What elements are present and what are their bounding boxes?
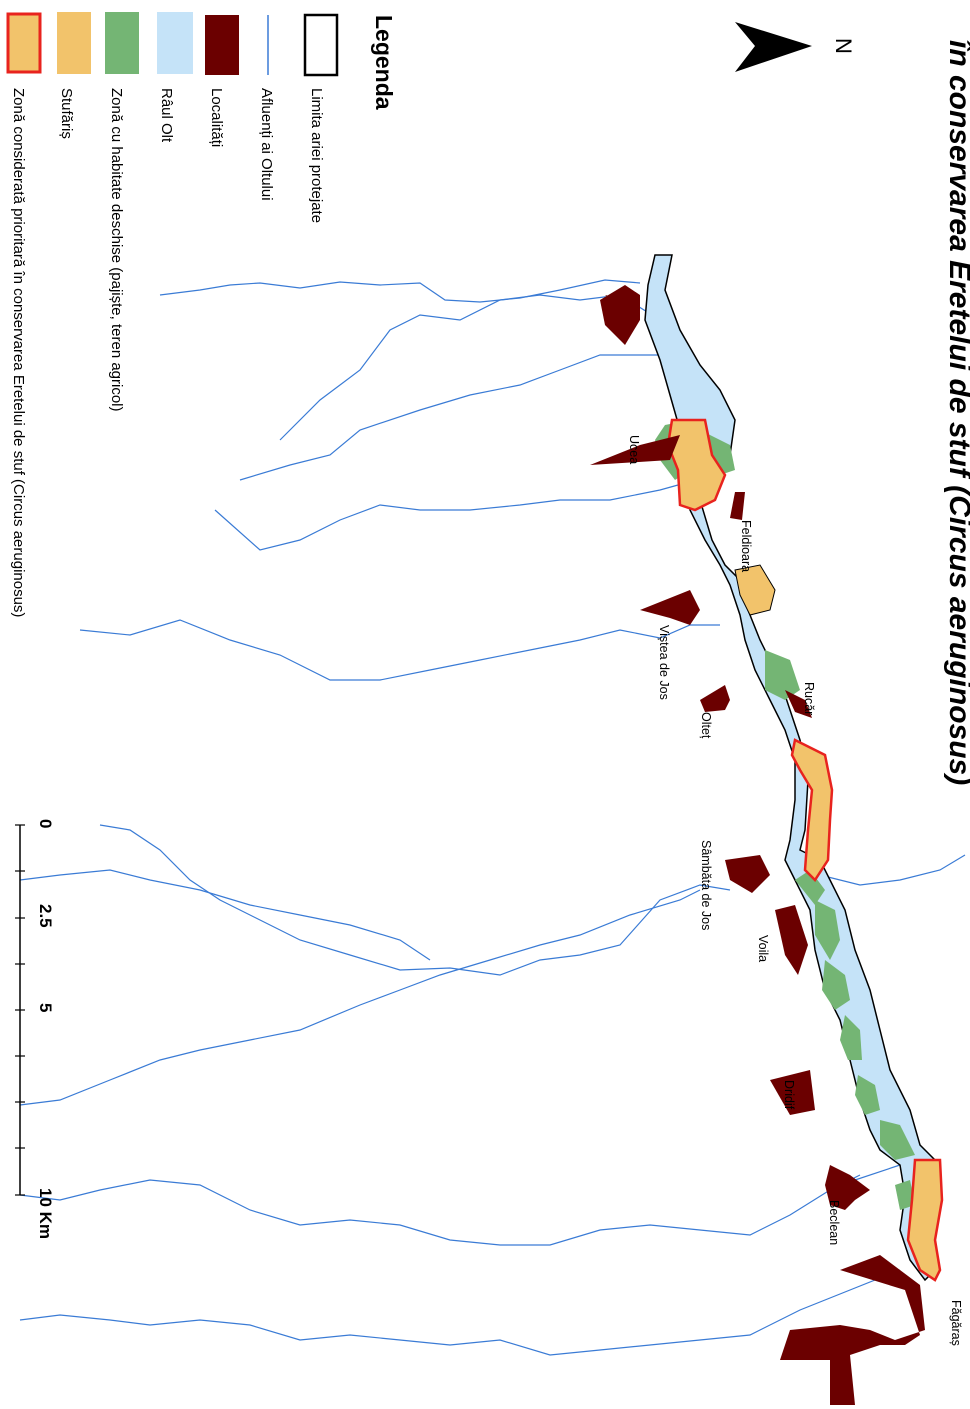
localities [590, 285, 925, 1405]
legend-localities-swatch [205, 15, 239, 75]
legend-priority-swatch [6, 12, 42, 74]
legend-priority-label: Zonă considerată prioritară în conservar… [10, 88, 27, 617]
label-sambata-de-jos: Sâmbăta de Jos [699, 840, 713, 930]
label-voila: Voila [756, 935, 770, 962]
legend: Legenda Limita ariei protejate Afluenți … [6, 12, 397, 617]
scale-bar: 0 2.5 5 10 Km [15, 819, 55, 1239]
reed-areas [734, 564, 776, 616]
label-beclean: Beclean [827, 1200, 841, 1245]
legend-protected-area-label: Limita ariei protejate [308, 88, 325, 223]
legend-reed-label: Stufăriș [58, 88, 75, 139]
map-title: în conservarea Eretelui de stuf (Circus … [943, 40, 970, 785]
legend-river-label: Râul Olt [158, 88, 175, 143]
legend-reed-swatch [57, 12, 91, 74]
scale-tick-10km: 10 Km [36, 1188, 55, 1239]
legend-river-swatch [157, 12, 193, 74]
label-feldioara: Feldioara [739, 520, 753, 572]
scale-tick-0: 0 [36, 819, 55, 828]
label-ucea: Ucea [627, 435, 641, 464]
legend-localities-label: Localități [208, 88, 225, 147]
north-label: N [831, 38, 856, 54]
label-dridif: Dridif [782, 1080, 796, 1110]
scale-tick-2-5: 2.5 [36, 904, 55, 928]
legend-title: Legenda [371, 15, 397, 110]
label-oltet: Olteț [699, 712, 713, 739]
legend-open-habitat-label: Zonă cu habitate deschise (pajiște, tere… [108, 88, 125, 412]
priority-zones [666, 418, 944, 1282]
scale-tick-5: 5 [36, 1003, 55, 1012]
label-rucar: Rucăr [802, 682, 816, 715]
north-arrow-icon: N [735, 22, 856, 72]
legend-open-habitat-swatch [105, 12, 139, 74]
label-vistea-de-jos: Viștea de Jos [657, 625, 671, 700]
locality-labels: Ucea Feldioara Viștea de Jos Rucăr Olteț… [627, 435, 963, 1346]
legend-protected-area-swatch [303, 13, 339, 77]
label-fagaras: Făgăraș [949, 1300, 963, 1346]
legend-tributaries-label: Afluenți ai Oltului [258, 88, 275, 201]
river-olt [644, 254, 936, 1282]
